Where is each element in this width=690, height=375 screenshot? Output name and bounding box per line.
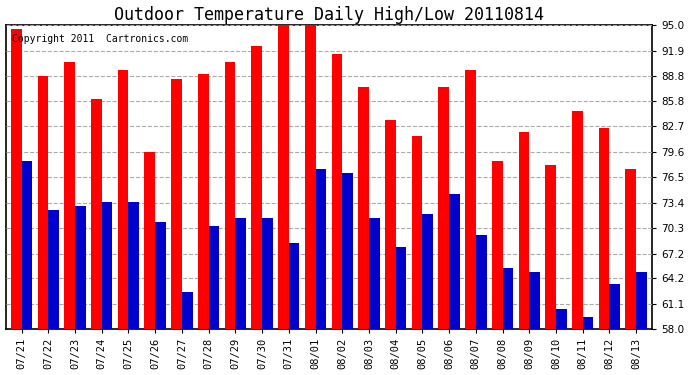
Bar [48, 210, 59, 329]
Bar [492, 161, 502, 329]
Bar [385, 120, 395, 329]
Bar [422, 214, 433, 329]
Text: Copyright 2011  Cartronics.com: Copyright 2011 Cartronics.com [12, 34, 188, 44]
Bar [171, 78, 182, 329]
Bar [476, 235, 486, 329]
Bar [331, 54, 342, 329]
Bar [64, 62, 75, 329]
Bar [289, 243, 299, 329]
Bar [412, 136, 422, 329]
Bar [278, 25, 289, 329]
Bar [11, 29, 21, 329]
Bar [21, 161, 32, 329]
Bar [582, 317, 593, 329]
Bar [572, 111, 582, 329]
Bar [305, 25, 315, 329]
Bar [262, 218, 273, 329]
Bar [75, 206, 86, 329]
Bar [449, 194, 460, 329]
Bar [545, 165, 556, 329]
Bar [128, 202, 139, 329]
Bar [235, 218, 246, 329]
Bar [438, 87, 449, 329]
Bar [155, 222, 166, 329]
Bar [465, 70, 476, 329]
Bar [315, 169, 326, 329]
Bar [208, 226, 219, 329]
Bar [198, 74, 208, 329]
Bar [609, 284, 620, 329]
Bar [118, 70, 128, 329]
Title: Outdoor Temperature Daily High/Low 20110814: Outdoor Temperature Daily High/Low 20110… [114, 6, 544, 24]
Bar [251, 46, 262, 329]
Bar [358, 87, 369, 329]
Bar [38, 76, 48, 329]
Bar [636, 272, 647, 329]
Bar [529, 272, 540, 329]
Bar [599, 128, 609, 329]
Bar [625, 169, 636, 329]
Bar [342, 173, 353, 329]
Bar [101, 202, 112, 329]
Bar [395, 247, 406, 329]
Bar [502, 267, 513, 329]
Bar [144, 153, 155, 329]
Bar [182, 292, 193, 329]
Bar [225, 62, 235, 329]
Bar [519, 132, 529, 329]
Bar [556, 309, 566, 329]
Bar [91, 99, 101, 329]
Bar [369, 218, 380, 329]
